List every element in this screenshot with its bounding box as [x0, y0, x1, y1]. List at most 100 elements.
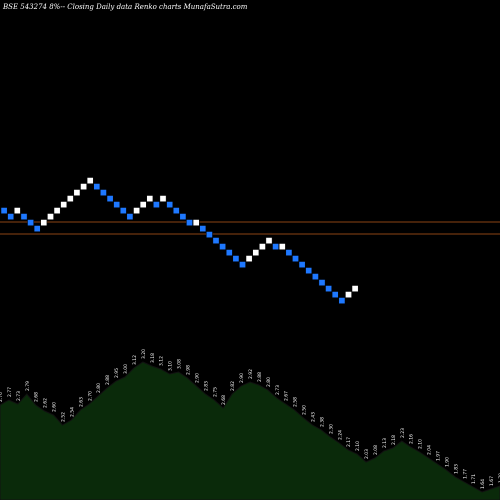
renko-brick-down	[325, 285, 332, 292]
renko-brick-down	[206, 231, 213, 238]
renko-brick-down	[225, 249, 233, 256]
renko-brick-down	[285, 249, 293, 256]
renko-brick-down	[172, 207, 180, 214]
volume-label: 2.90	[239, 373, 245, 383]
renko-brick-down	[338, 297, 346, 304]
renko-brick-up	[345, 291, 352, 298]
volume-label: 2.68	[34, 392, 40, 402]
volume-label: 3.08	[177, 359, 183, 369]
volume-label: 2.10	[418, 439, 424, 449]
renko-brick-up	[40, 219, 48, 226]
renko-brick-up	[159, 195, 167, 202]
renko-brick-down	[186, 219, 193, 226]
volume-label: 3.12	[132, 355, 138, 365]
renko-brick-down	[27, 219, 34, 226]
renko-brick-up	[252, 249, 260, 256]
renko-brick-up	[192, 219, 200, 226]
volume-label: 2.23	[400, 428, 406, 438]
renko-brick-up	[351, 285, 359, 292]
volume-label: 1.67	[489, 476, 495, 486]
volume-label: 2.58	[293, 397, 299, 407]
volume-label: 2.77	[7, 387, 13, 397]
renko-brick-down	[7, 213, 15, 220]
renko-brick-down	[153, 201, 160, 208]
volume-label: 2.08	[373, 445, 379, 455]
volume-label: 2.38	[319, 417, 325, 427]
volume-label: 2.73	[275, 385, 281, 395]
renko-brick-down	[0, 207, 8, 214]
volume-label: 2.75	[212, 387, 218, 397]
renko-brick-down	[199, 225, 207, 232]
volume-label: 2.79	[25, 381, 31, 391]
renko-brick-down	[106, 195, 114, 202]
renko-brick-down	[20, 213, 28, 220]
volume-label: 2.88	[105, 375, 111, 385]
volume-label: 2.98	[186, 365, 192, 375]
volume-label: 2.80	[266, 377, 272, 387]
renko-brick-down	[305, 267, 313, 274]
volume-label: 1.64	[480, 479, 486, 489]
renko-brick-down	[93, 183, 101, 190]
volume-label: 2.63	[78, 397, 84, 407]
renko-brick-down	[239, 261, 246, 268]
volume-label: 2.95	[114, 368, 120, 378]
volume-label: 2.50	[302, 405, 308, 415]
volume-label: 2.43	[311, 412, 317, 422]
renko-brick-up	[86, 177, 94, 184]
volume-label: 2.10	[355, 441, 361, 451]
volume-label: 2.80	[96, 383, 102, 393]
renko-brick-down	[219, 243, 226, 250]
volume-label: 1.83	[453, 464, 459, 474]
volume-label: 2.04	[427, 445, 433, 455]
volume-label: 2.73	[16, 391, 22, 401]
volume-label: 1.77	[462, 469, 468, 479]
volume-label: 2.52	[61, 412, 67, 422]
volume-label: 3.00	[123, 364, 129, 374]
volume-label: 2.68	[221, 395, 227, 405]
volume-label: 2.70	[87, 391, 93, 401]
volume-label: 2.83	[203, 381, 209, 391]
renko-brick-down	[166, 201, 174, 208]
renko-brick-down	[232, 255, 240, 262]
renko-brick-up	[60, 201, 68, 208]
renko-brick-down	[33, 225, 41, 232]
volume-label: 2.60	[52, 402, 58, 412]
volume-label: 2.54	[69, 407, 75, 417]
volume-label: 2.62	[43, 398, 49, 408]
renko-brick-down	[113, 201, 121, 208]
renko-brick-up	[259, 243, 266, 250]
renko-brick-up	[47, 213, 54, 220]
volume-label: 1.71	[471, 474, 477, 484]
volume-label: 3.20	[141, 349, 147, 359]
volume-label: 2.03	[364, 449, 370, 459]
renko-brick-up	[245, 255, 253, 262]
renko-brick-up	[133, 207, 140, 214]
volume-label: 3.18	[150, 353, 156, 363]
renko-brick-up	[278, 243, 286, 250]
renko-brick-up	[13, 207, 21, 214]
volume-label: 2.30	[328, 424, 334, 434]
volume-labels: 2.70 2.77 2.732.792.682.62 2.602.52 2.542.63…	[0, 349, 500, 489]
volume-label: 1.97	[436, 451, 442, 461]
volume-label: 2.16	[409, 434, 415, 444]
renko-brick-down	[212, 237, 220, 244]
renko-brick-down	[331, 291, 339, 298]
renko-brick-down	[119, 207, 127, 214]
volume-area	[0, 361, 500, 500]
volume-label: 2.17	[346, 437, 352, 447]
renko-brick-down	[126, 213, 134, 220]
renko-brick-up	[53, 207, 61, 214]
renko-brick-down	[292, 255, 299, 262]
renko-brick-down	[100, 189, 107, 196]
volume-label: 2.88	[257, 372, 263, 382]
chart-title: BSE 543274 8%-- Closing Daily data Renko…	[2, 3, 248, 11]
volume-label: 2.82	[230, 381, 236, 391]
volume-label: 2.24	[337, 430, 343, 440]
renko-brick-up	[73, 189, 81, 196]
renko-brick-down	[312, 273, 319, 280]
volume-label: 3.10	[168, 361, 174, 371]
volume-label: 1.90	[444, 457, 450, 467]
renko-brick-up	[80, 183, 87, 190]
volume-fill	[0, 361, 500, 500]
